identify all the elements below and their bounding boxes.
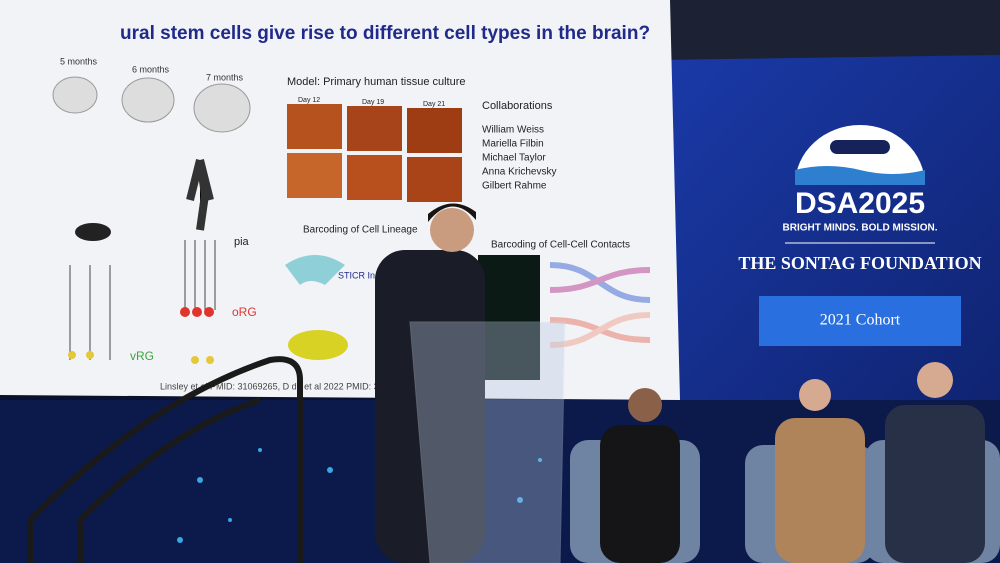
panelist-2 bbox=[775, 418, 865, 563]
contacts-title: Barcoding of Cell-Cell Contacts bbox=[491, 240, 630, 251]
day-label: Day 12 bbox=[298, 97, 320, 104]
handrail bbox=[27, 356, 303, 563]
day-label: Day 19 bbox=[362, 99, 384, 106]
speaker-hair bbox=[428, 203, 476, 222]
collab-title: Collaborations bbox=[482, 100, 553, 112]
tagline: BRIGHT MINDS. BOLD MISSION. bbox=[783, 223, 938, 234]
umap-blob bbox=[288, 330, 348, 360]
org-cells bbox=[180, 307, 214, 317]
event-name: DSA2025 bbox=[795, 187, 925, 220]
microscopy bbox=[478, 255, 540, 380]
panelist-2-head bbox=[799, 379, 831, 411]
vrg-cells bbox=[68, 351, 214, 364]
pia-label: pia bbox=[234, 236, 250, 248]
cohort-label: 2021 Cohort bbox=[820, 312, 901, 329]
cell-diagram bbox=[69, 240, 216, 360]
logo-wave bbox=[795, 166, 925, 185]
logo-submarine bbox=[830, 140, 890, 154]
collaborator-list: William Weiss Mariella Filbin Michael Tayl… bbox=[482, 125, 556, 192]
ceiling bbox=[660, 0, 1000, 60]
collaborator: Mariella Filbin bbox=[482, 139, 544, 150]
foundation: THE SONTAG FOUNDATION bbox=[738, 253, 981, 273]
podium bbox=[409, 321, 566, 563]
vrg-label: vRG bbox=[130, 349, 154, 363]
collaborator: Michael Taylor bbox=[482, 153, 546, 164]
sankey bbox=[549, 262, 651, 348]
collaborator: Gilbert Rahme bbox=[482, 181, 547, 192]
panelist-3 bbox=[885, 405, 985, 563]
panelist-1-head bbox=[628, 388, 662, 422]
age-label: 5 months bbox=[60, 56, 98, 66]
sticr-label: STICR Index 2 bbox=[338, 270, 397, 280]
brain-icons bbox=[52, 76, 251, 133]
citation: Linsley et al PMID: 31069265, D do et al… bbox=[160, 381, 404, 391]
cohort-box bbox=[759, 296, 961, 346]
tissue-images bbox=[287, 104, 462, 202]
collaborator: William Weiss bbox=[482, 125, 544, 136]
mouse-icon bbox=[75, 223, 111, 241]
slide-title: ural stem cells give rise to different c… bbox=[120, 23, 650, 44]
panelist-3-head bbox=[917, 362, 953, 398]
speaker-body bbox=[375, 250, 485, 563]
lineage-fan bbox=[285, 255, 345, 285]
model-title: Model: Primary human tissue culture bbox=[287, 76, 466, 88]
age-label: 7 months bbox=[206, 72, 244, 82]
day-label: Day 21 bbox=[423, 101, 445, 108]
lineage-title: Barcoding of Cell Lineage bbox=[303, 225, 418, 236]
speaker-head bbox=[430, 208, 474, 252]
collaborator: Anna Krichevsky bbox=[482, 167, 556, 178]
age-label: 6 months bbox=[132, 64, 170, 74]
human-figure bbox=[186, 159, 214, 231]
org-label: oRG bbox=[232, 305, 257, 319]
panelist-1 bbox=[600, 425, 680, 563]
